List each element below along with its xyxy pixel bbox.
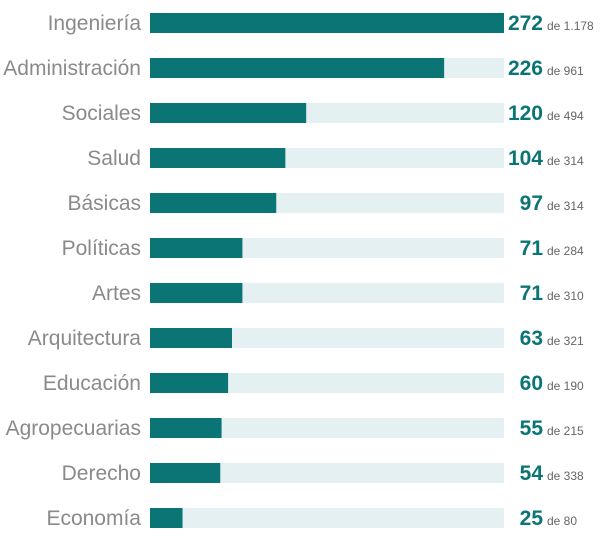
value-number: 272 [508,12,543,35]
value-label: 97 [520,192,543,215]
bar [150,238,243,258]
bar-track [150,463,504,483]
total-label: de 310 [547,289,584,303]
chart-rows: Ingeniería 272 de 1.178 Administración 226 de… [3,12,594,530]
bar [150,58,445,78]
value-label: 71 [520,282,544,305]
value-number: 97 [520,192,543,215]
value-label: 120 [508,102,543,125]
value-number: 120 [508,102,543,125]
bar [150,508,183,528]
bar [150,193,277,213]
category-label: Agropecuarias [6,417,141,440]
bar-track [150,418,504,438]
value-number: 60 [520,372,543,395]
value-number: 226 [508,57,543,80]
value-label: 63 [520,327,543,350]
value-label: 104 [508,147,543,170]
value-number: 25 [520,507,544,530]
value-number: 71 [520,282,544,305]
value-number: 71 [520,237,544,260]
total-label: de 338 [547,469,584,483]
total-label: de 190 [547,379,584,393]
bar-track [150,508,504,528]
category-label: Derecho [62,462,141,485]
category-label: Básicas [67,192,141,215]
bar [150,283,243,303]
bar [150,418,222,438]
total-label: de 494 [547,109,584,123]
value-number: 54 [520,462,544,485]
category-label: Arquitectura [28,327,142,350]
value-label: 71 [520,237,544,260]
category-label: Economía [46,507,141,530]
value-label: 226 [508,57,543,80]
total-label: de 1.178 [547,19,594,33]
value-number: 55 [520,417,544,440]
total-label: de 961 [547,64,584,78]
bar [150,463,221,483]
category-label: Artes [92,282,141,305]
bar [150,103,307,123]
bar-track [150,328,504,348]
category-label: Sociales [62,102,141,125]
category-label: Ingeniería [48,12,142,35]
value-label: 25 [520,507,544,530]
total-label: de 314 [547,199,584,213]
total-label: de 80 [547,514,577,528]
category-label: Administración [3,57,141,80]
value-number: 104 [508,147,543,170]
total-label: de 314 [547,154,584,168]
total-label: de 215 [547,424,584,438]
value-label: 272 [508,12,543,35]
bar [150,373,229,393]
total-label: de 321 [547,334,584,348]
value-label: 54 [520,462,544,485]
value-label: 60 [520,372,543,395]
category-label: Educación [43,372,141,395]
value-number: 63 [520,327,543,350]
value-label: 55 [520,417,544,440]
bar-track [150,373,504,393]
bar [150,148,286,168]
bar [150,13,504,33]
category-label: Políticas [62,237,141,260]
bar [150,328,232,348]
category-label: Salud [87,147,141,170]
total-label: de 284 [547,244,584,258]
